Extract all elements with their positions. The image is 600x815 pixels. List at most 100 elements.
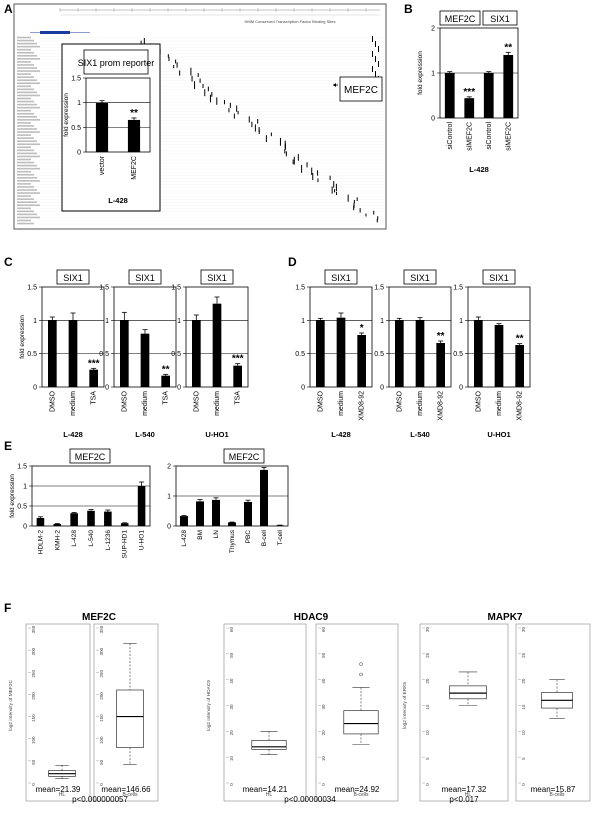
y-tick-label: 0 xyxy=(177,385,181,392)
y-tick-label: 2 xyxy=(431,26,435,33)
binding-site-mark xyxy=(372,66,373,72)
boxplot-y-tick-label: 25 xyxy=(521,652,526,658)
track-name-mark xyxy=(17,39,34,42)
boxplot-title: MEF2C xyxy=(82,612,116,623)
significance-stars: * xyxy=(360,323,364,334)
binding-site-mark xyxy=(331,186,333,194)
track-name-mark xyxy=(17,213,37,216)
inset-title: SIX1 prom reporter xyxy=(78,58,155,68)
boxplot-group-2: MAPK7 log2 intensity of ERK5 0 5 10 15 20 25 30 H… xyxy=(402,612,591,804)
cell-line-label: L-428 xyxy=(63,430,83,439)
binding-site-mark xyxy=(140,40,142,45)
boxplot-y-tick-label: 0 xyxy=(521,783,526,786)
y-tick-label: 1.5 xyxy=(453,285,463,292)
boxplot-y-tick-label: 150 xyxy=(31,714,36,722)
track-name-mark xyxy=(17,192,40,194)
track-name-mark xyxy=(17,140,37,142)
x-tick-label: PBC xyxy=(245,530,252,544)
x-tick-label: vector xyxy=(99,155,106,175)
track-name-mark xyxy=(17,131,40,133)
bar xyxy=(95,102,109,152)
y-tick-label: 1 xyxy=(459,318,463,325)
bar xyxy=(68,320,78,387)
binding-site-mark xyxy=(377,216,379,220)
binding-site-mark xyxy=(378,46,379,52)
chart-title: MEF2C xyxy=(75,452,106,462)
track-name-mark xyxy=(17,36,31,39)
binding-site-mark xyxy=(168,56,170,62)
x-tick-label: DMSO xyxy=(396,390,403,412)
binding-site-mark xyxy=(179,70,181,76)
boxplot-x-label: B-cells xyxy=(122,792,138,798)
track-name-mark xyxy=(17,51,34,54)
binding-site-mark xyxy=(270,132,272,137)
chart-title: SIX1 xyxy=(63,273,83,283)
track-name-mark xyxy=(17,134,31,136)
binding-site-mark xyxy=(375,56,376,62)
track-name-mark xyxy=(17,222,34,225)
bar xyxy=(336,317,346,387)
binding-site-mark xyxy=(292,159,294,165)
outlier-point xyxy=(359,672,363,677)
box xyxy=(343,710,379,735)
binding-site-mark xyxy=(248,116,250,123)
x-tick-label: siMEF2C xyxy=(466,122,473,151)
boxplot-pvalue: p<0.017 xyxy=(449,795,479,804)
boxplot-y-label: log2 intensity of ERK5 xyxy=(402,682,408,730)
track-name-mark xyxy=(17,149,34,152)
chart-title-box xyxy=(128,269,162,285)
binding-site-mark xyxy=(301,164,303,173)
boxplot-y-tick-label: 20 xyxy=(521,678,526,684)
bar xyxy=(89,369,99,387)
panel-letter-e: E xyxy=(4,439,12,453)
track-name-mark xyxy=(17,204,40,207)
bar xyxy=(119,320,129,387)
y-tick-label: 0.5 xyxy=(453,351,463,358)
bar xyxy=(260,469,268,526)
binding-site-mark xyxy=(334,189,336,193)
y-tick-label: 0 xyxy=(77,150,81,157)
y-tick-label: 1.5 xyxy=(27,285,37,292)
binding-site-mark xyxy=(254,124,256,132)
binding-site-mark xyxy=(293,156,295,165)
y-tick-label: 0.5 xyxy=(17,504,27,511)
binding-site-mark xyxy=(335,183,337,192)
chart-title-box xyxy=(56,269,90,285)
significance-stars: *** xyxy=(88,358,100,369)
boxplot-group-1: HDAC9 log2 intensity of HDAC9 0 10 20 30 40 50 6… xyxy=(206,612,399,804)
binding-site-mark xyxy=(237,110,239,115)
y-axis-label: fold expression xyxy=(63,93,70,137)
track-name-mark xyxy=(17,137,34,139)
browser-track-label: HMM Conserved Transcription Factor Bindi… xyxy=(245,19,336,24)
binding-site-mark xyxy=(236,105,238,112)
binding-site-mark xyxy=(372,36,373,42)
y-tick-label: 1 xyxy=(77,100,81,107)
boxplot-y-tick-label: 40 xyxy=(229,678,234,684)
boxplot-mean: mean=24.92 xyxy=(335,785,380,794)
chart-title: SIX1 xyxy=(410,273,430,283)
y-tick-label: 0.5 xyxy=(171,351,181,358)
y-tick-label: 0 xyxy=(167,524,171,531)
track-name-mark xyxy=(17,119,40,121)
binding-site-mark xyxy=(317,170,319,176)
y-tick-label: 0.5 xyxy=(71,125,81,132)
x-tick-label: L-428 xyxy=(181,530,188,547)
boxplot-y-tick-label: 100 xyxy=(31,736,36,744)
bar xyxy=(483,73,494,118)
binding-site-mark xyxy=(378,61,379,67)
track-name-mark xyxy=(17,152,37,155)
boxplot-y-tick-label: 20 xyxy=(321,730,326,736)
boxplot-mean: mean=15.87 xyxy=(531,785,576,794)
track-name-mark xyxy=(17,201,37,203)
x-tick-label: TSA xyxy=(91,391,98,405)
boxplot-y-tick-label: 10 xyxy=(521,730,526,736)
track-name-mark xyxy=(17,207,31,210)
boxplot-y-tick-label: 60 xyxy=(229,627,234,633)
x-tick-label: DMSO xyxy=(193,390,200,412)
boxplot-y-label: log2 intensity of HDAC9 xyxy=(206,680,212,731)
boxplot-y-tick-label: 5 xyxy=(425,757,430,760)
chart-title-box xyxy=(403,269,437,285)
bar xyxy=(70,513,78,526)
track-name-mark xyxy=(17,91,37,94)
track-name-mark xyxy=(17,155,40,158)
